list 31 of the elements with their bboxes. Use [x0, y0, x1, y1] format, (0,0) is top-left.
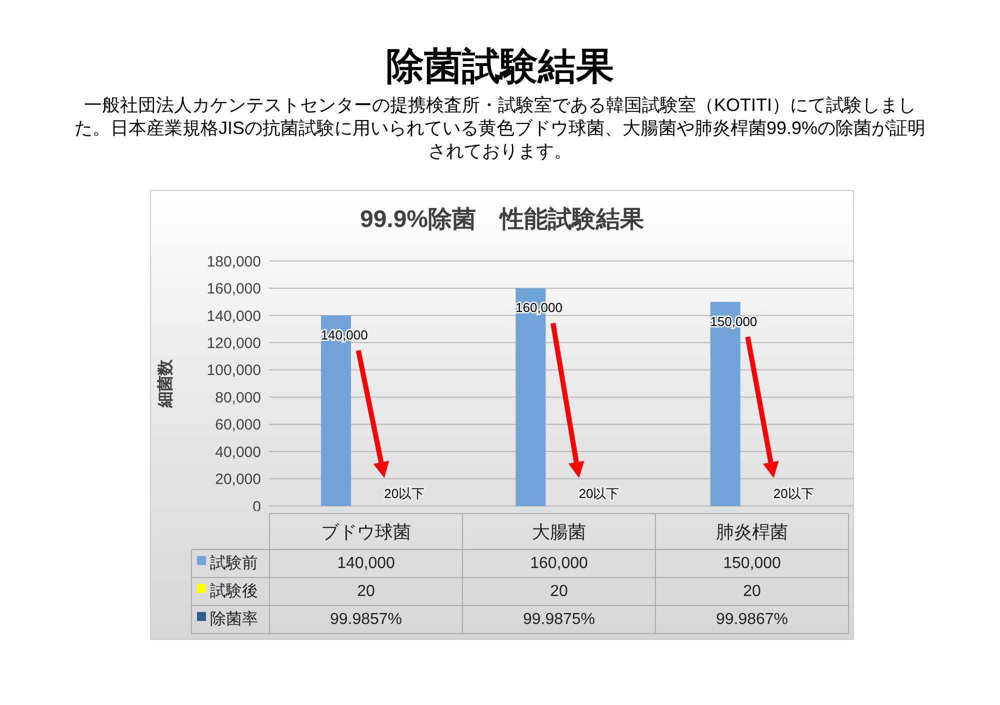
data-label: 140,000	[270, 550, 462, 578]
x-tick-label: 肺炎桿菌	[656, 514, 848, 550]
text: 99.9867%	[716, 610, 788, 628]
chart-title: 除菌試験結果	[385, 45, 615, 90]
y-tick-label: 80,000	[215, 389, 261, 406]
annotation: 20以下	[384, 486, 425, 501]
y-tick-label: 20,000	[215, 471, 261, 488]
y-tick-label: 140,000	[206, 308, 261, 325]
y-tick-label: 60,000	[215, 416, 261, 434]
y-tick-label: 100,000	[206, 362, 261, 380]
y-tick-label: 40,000	[215, 444, 261, 461]
annotation: 20以下	[773, 486, 814, 501]
y-axis-title: 細菌数	[156, 358, 175, 408]
y-tick-label: 120,000	[206, 334, 261, 352]
text: 99.9875%	[522, 610, 596, 628]
y-tick-label: 180,000	[206, 253, 261, 270]
chart-subtitle: 一般社団法人カケンテストセンターの提携検査所・試験室である韓国試験室（KOTITI）にて試験しました。日本産業規格JISの抗菌試験に用いられている黄色ブドウ球菌、大腸菌や肺炎桿菌99.9%の除菌が証明されております。	[73, 94, 927, 163]
data-label: 20	[270, 578, 462, 606]
x-tick-label: ブドウ球菌	[270, 514, 462, 550]
text: 99.9%除菌 性能試験結果	[358, 205, 646, 235]
legend-label: 試験前	[192, 550, 270, 578]
annotation: 20以下	[578, 486, 620, 501]
data-label: 20	[462, 578, 656, 606]
data-label: 160,000	[462, 550, 656, 578]
data-label: 150,000	[656, 550, 848, 578]
x-tick-label: 大腸菌	[462, 514, 656, 550]
legend-label: 試験後	[192, 578, 270, 606]
y-tick-label: 160,000	[206, 280, 261, 298]
text: 99.9857%	[330, 610, 402, 628]
legend-label: 除菌率	[192, 606, 270, 634]
data-label: 20	[656, 578, 848, 606]
